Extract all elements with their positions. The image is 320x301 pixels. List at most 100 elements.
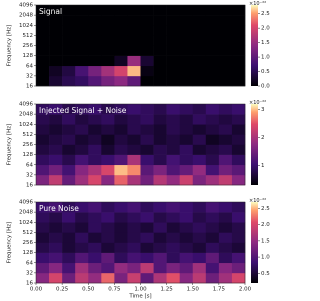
y-tick-label: 256 bbox=[23, 43, 34, 49]
heat-cell bbox=[114, 164, 128, 176]
heat-cell bbox=[140, 45, 154, 56]
heat-cell bbox=[101, 35, 115, 46]
heat-cell bbox=[49, 144, 63, 155]
heat-cell bbox=[36, 124, 50, 135]
heat-cell bbox=[192, 5, 207, 16]
heat-cell bbox=[127, 5, 141, 16]
heat-cell bbox=[49, 232, 63, 243]
heat-cell bbox=[75, 212, 89, 223]
heat-cell bbox=[114, 144, 128, 155]
heat-cell bbox=[88, 144, 102, 155]
heat-cell bbox=[218, 114, 233, 125]
heat-cell bbox=[205, 272, 220, 284]
heat-cell bbox=[101, 124, 115, 135]
y-tick-label: 4096 bbox=[19, 200, 33, 206]
heat-cell bbox=[36, 174, 50, 186]
heat-cell bbox=[36, 65, 50, 77]
heat-cell bbox=[62, 134, 76, 145]
heat-cell bbox=[114, 134, 128, 145]
heat-cell bbox=[101, 212, 115, 223]
heat-cell bbox=[166, 45, 180, 56]
heat-cell bbox=[179, 114, 194, 125]
heat-cell bbox=[153, 144, 167, 155]
heat-cell bbox=[179, 164, 194, 176]
heat-cell bbox=[166, 104, 180, 115]
heat-cell bbox=[75, 104, 89, 115]
heat-cell bbox=[231, 242, 246, 253]
heat-cell bbox=[192, 124, 207, 135]
heat-cell bbox=[127, 272, 141, 284]
heat-cell bbox=[49, 154, 63, 166]
heat-cell bbox=[49, 15, 63, 26]
colorbar-tick-label: 1.5 bbox=[261, 40, 270, 46]
heat-cell bbox=[192, 25, 207, 36]
heat-cell bbox=[192, 15, 207, 26]
heat-cell bbox=[205, 35, 220, 46]
heat-cell bbox=[62, 164, 76, 176]
heat-cell bbox=[166, 65, 180, 77]
colorbar-tick-label: 2 bbox=[261, 135, 265, 141]
heat-cell bbox=[127, 134, 141, 145]
heat-cell bbox=[62, 252, 76, 264]
y-tick-label: 1024 bbox=[19, 122, 33, 128]
heat-cell bbox=[166, 232, 180, 243]
heat-cell bbox=[140, 104, 154, 115]
heat-cell bbox=[114, 114, 128, 125]
heat-cell bbox=[231, 272, 246, 284]
heat-cell bbox=[166, 5, 180, 16]
heat-cell bbox=[218, 134, 233, 145]
heat-cell bbox=[205, 114, 220, 125]
heat-cell bbox=[231, 45, 246, 56]
heat-cell bbox=[127, 212, 141, 223]
colorbar bbox=[251, 104, 258, 185]
heat-cell bbox=[166, 272, 180, 284]
heat-cell bbox=[88, 5, 102, 16]
y-axis-label: Frequency [Hz] bbox=[7, 222, 13, 263]
heat-cell bbox=[192, 164, 207, 176]
heat-cell bbox=[36, 222, 50, 233]
y-tick-label: 32 bbox=[26, 172, 33, 178]
heat-cell bbox=[179, 232, 194, 243]
heat-cell bbox=[127, 45, 141, 56]
heat-cell bbox=[179, 35, 194, 46]
heat-cell bbox=[114, 75, 128, 87]
heat-cell bbox=[140, 174, 154, 186]
heat-cell bbox=[192, 212, 207, 223]
heat-cell bbox=[231, 202, 246, 213]
heat-cell bbox=[205, 252, 220, 264]
heat-cell bbox=[179, 202, 194, 213]
heat-cell bbox=[205, 242, 220, 253]
colorbar-tick-label: 0.5 bbox=[261, 271, 270, 277]
heat-cell bbox=[88, 174, 102, 186]
x-tick-label: 0.75 bbox=[108, 287, 121, 293]
heat-cell bbox=[62, 212, 76, 223]
heat-cell bbox=[153, 262, 167, 274]
heat-cell bbox=[88, 45, 102, 56]
heat-cell bbox=[140, 272, 154, 284]
heat-cell bbox=[101, 55, 115, 67]
heat-cell bbox=[218, 252, 233, 264]
heat-cell bbox=[36, 35, 50, 46]
heat-cell bbox=[49, 164, 63, 176]
heat-cell bbox=[192, 45, 207, 56]
heat-cell bbox=[218, 272, 233, 284]
heat-cell bbox=[205, 262, 220, 274]
heat-cell bbox=[153, 202, 167, 213]
heat-cell bbox=[75, 174, 89, 186]
x-tick-label: 0.00 bbox=[30, 287, 43, 293]
heat-cell bbox=[166, 222, 180, 233]
colorbar-tick-label: 2.5 bbox=[261, 11, 270, 17]
y-tick-label: 16 bbox=[26, 281, 33, 287]
heat-cell bbox=[88, 212, 102, 223]
y-tick-label: 1024 bbox=[19, 23, 33, 29]
heat-cell bbox=[140, 5, 154, 16]
heat-cell bbox=[49, 242, 63, 253]
heat-cell bbox=[75, 242, 89, 253]
heat-cell bbox=[75, 252, 89, 264]
heat-cell bbox=[127, 124, 141, 135]
heat-cell bbox=[192, 134, 207, 145]
heat-cell bbox=[49, 5, 63, 16]
heat-cell bbox=[179, 174, 194, 186]
heat-cell bbox=[231, 174, 246, 186]
heat-cell bbox=[49, 75, 63, 87]
